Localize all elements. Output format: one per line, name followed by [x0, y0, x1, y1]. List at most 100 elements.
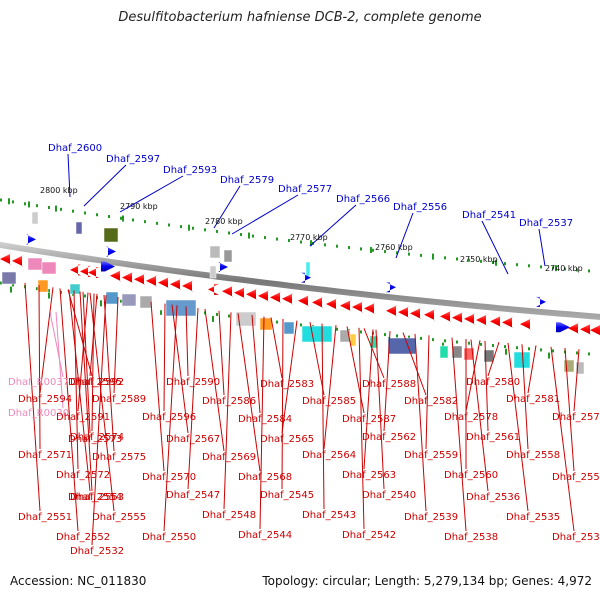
scale-tick-dot — [60, 290, 62, 294]
gene-arrow-forward — [106, 246, 116, 257]
scale-tick-dot — [468, 341, 470, 345]
gene-arrow-reverse — [312, 296, 323, 308]
scale-tick-dot — [540, 265, 542, 269]
leader-line-reverse — [507, 342, 529, 512]
scale-major-tick — [212, 315, 214, 322]
gene-label-reverse: Dhaf_2539 — [404, 512, 458, 523]
gene-label-reverse: Dhaf_2589 — [92, 394, 146, 405]
scale-tick-dot — [396, 251, 398, 255]
scale-major-tick — [8, 198, 10, 205]
scale-tick-dot — [528, 347, 530, 351]
leader-line-reverse — [38, 285, 41, 450]
gene-label-forward: Dhaf_2537 — [519, 218, 573, 229]
scale-tick-dot — [456, 257, 458, 261]
scale-label: 2740 kbp — [545, 264, 583, 273]
leader-line-reverse — [91, 293, 95, 432]
gene-label-reverse: Dhaf_2562 — [362, 432, 416, 443]
leader-line-reverse — [363, 328, 385, 379]
scale-tick-dot — [516, 263, 518, 267]
scale-label: 2790 kbp — [120, 202, 158, 211]
gene-label-reverse: Dhaf_2570 — [142, 472, 196, 483]
gene-label-reverse: Dhaf_2560 — [444, 470, 498, 481]
scale-tick-dot — [552, 266, 554, 270]
gene-label-reverse: Dhaf_2545 — [260, 490, 314, 501]
gene-arrow-reverse — [568, 322, 579, 334]
gene-label-reverse: Dhaf_2561 — [466, 432, 520, 443]
scale-tick-dot — [468, 258, 470, 262]
leader-line-reverse — [259, 316, 265, 530]
leader-line-reverse — [73, 290, 79, 470]
scale-tick-dot — [228, 314, 230, 318]
gene-arrow-forward — [218, 261, 228, 272]
leader-line-forward — [231, 194, 299, 235]
gene-arrow-reverse — [398, 306, 409, 318]
gene-arrow-reverse — [234, 287, 245, 299]
gene-label-rna: Dhaf_R0037 — [8, 377, 69, 388]
gene-label-reverse: Dhaf_2578 — [444, 412, 498, 423]
gene-label-reverse: Dhaf_2571 — [18, 450, 72, 461]
gene-arrow-reverse — [326, 298, 337, 310]
leader-line-reverse — [89, 292, 115, 512]
scale-tick-dot — [360, 247, 362, 251]
gene-label-reverse: Dhaf_2575 — [92, 452, 146, 463]
category-box — [563, 359, 575, 373]
gene-label-reverse: Dhaf_2594 — [18, 394, 72, 405]
scale-tick-dot — [84, 294, 86, 298]
leader-line-reverse — [465, 340, 481, 412]
gene-arrow-reverse — [70, 264, 81, 276]
gene-arrow-reverse — [208, 283, 219, 295]
scale-tick-dot — [300, 240, 302, 244]
leader-line-reverse — [163, 305, 178, 532]
backbone-line — [0, 241, 600, 320]
leader-line-reverse — [270, 317, 283, 379]
leader-line-reverse — [150, 301, 165, 472]
leader-line-reverse — [414, 333, 427, 512]
scale-major-tick — [100, 300, 102, 307]
category-box — [165, 299, 197, 317]
scale-tick-dot — [372, 248, 374, 252]
genome-summary-text: Topology: circular; Length: 5,279,134 bp… — [262, 574, 592, 588]
scale-tick-dot — [12, 283, 14, 287]
scale-tick-dot — [84, 211, 86, 215]
scale-major-tick — [160, 308, 162, 315]
leader-line-reverse — [68, 289, 91, 492]
scale-tick-dot — [216, 229, 218, 233]
scale-tick-dot — [492, 261, 494, 265]
leader-line-forward — [309, 204, 357, 247]
gene-label-reverse: Dhaf_2564 — [302, 450, 356, 461]
category-box — [439, 345, 449, 359]
scale-tick-dot — [0, 281, 2, 285]
scale-tick-dot — [420, 336, 422, 340]
scale-tick-dot — [576, 351, 578, 355]
category-box — [463, 347, 475, 361]
leader-line-reverse — [425, 335, 430, 450]
gene-arrow-reverse — [158, 277, 169, 289]
gene-label-reverse: Dhaf_2592 — [70, 377, 124, 388]
gene-arrow-reverse — [590, 324, 600, 336]
leader-line-reverse — [163, 303, 166, 412]
leader-line-reverse — [383, 331, 391, 432]
scale-tick-dot — [60, 207, 62, 211]
gene-arrow-forward — [386, 282, 396, 293]
scale-tick-dot — [408, 252, 410, 256]
gene-label-reverse: Dhaf_2583 — [260, 379, 314, 390]
gene-arrow-reverse — [452, 312, 463, 324]
gene-label-reverse: Dhaf_2565 — [260, 434, 314, 445]
scale-tick-dot — [48, 289, 50, 293]
gene-label-rna: Dhaf_R0030 — [8, 408, 69, 419]
scale-tick-dot — [204, 228, 206, 232]
gene-label-reverse: Dhaf_2551 — [18, 512, 72, 523]
gene-label-reverse: Dhaf_2581 — [506, 394, 560, 405]
scale-major-tick — [370, 247, 372, 254]
scale-label: 2780 kbp — [205, 217, 243, 226]
scale-major-tick — [310, 240, 312, 247]
scale-tick-dot — [204, 311, 206, 315]
scale-tick-dot — [276, 320, 278, 324]
leader-line-reverse — [487, 342, 500, 377]
scale-tick-dot — [480, 259, 482, 263]
leader-line-reverse — [204, 308, 225, 452]
gene-label-reverse: Dhaf_2573 — [68, 434, 122, 445]
scale-major-tick — [548, 352, 550, 359]
scale-tick-dot — [588, 269, 590, 273]
gene-label-reverse: Dhaf_2536 — [466, 492, 520, 503]
